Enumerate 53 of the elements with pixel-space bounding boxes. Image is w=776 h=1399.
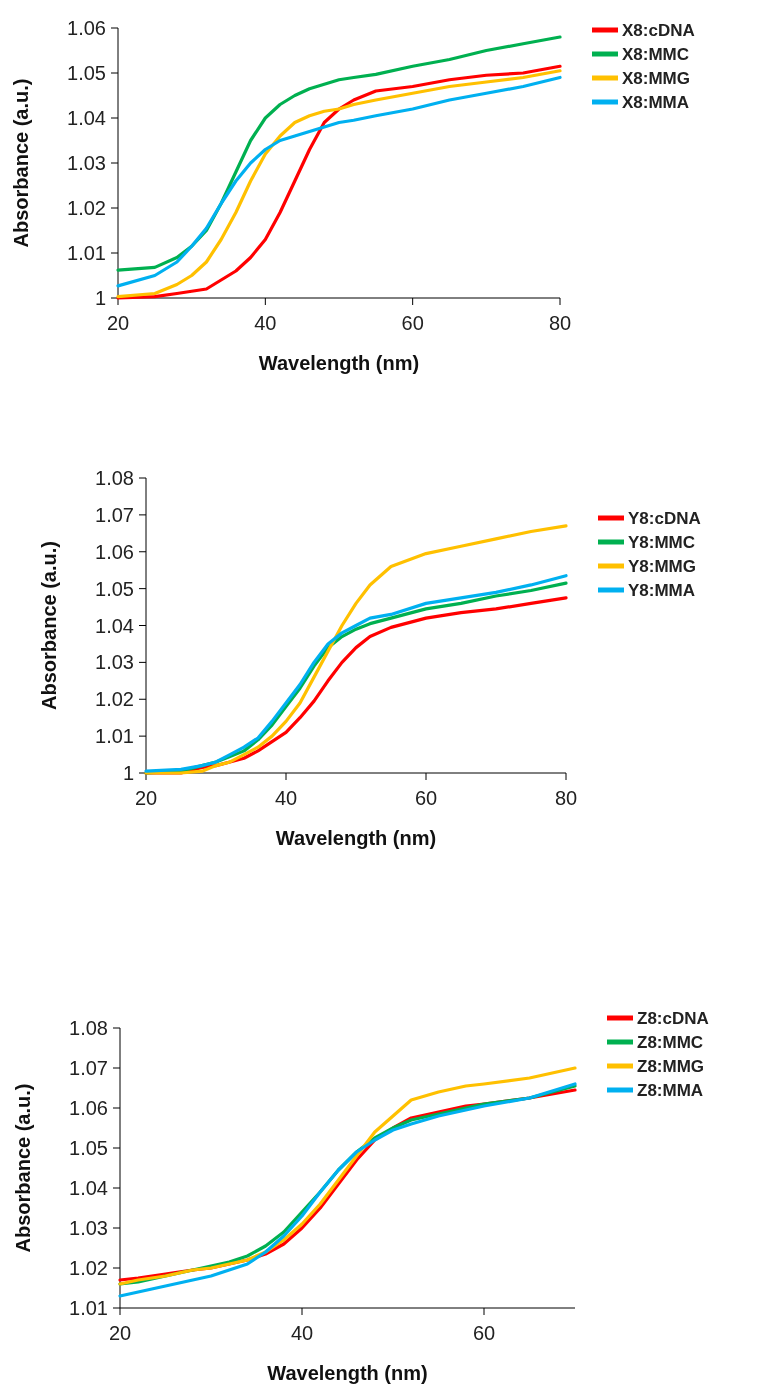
x-tick-label: 60	[414, 787, 438, 809]
y-tick-label: 1.02	[95, 688, 134, 711]
x-tick-label: 80	[554, 787, 578, 809]
x-tick-label: 20	[134, 787, 158, 809]
y-axis-title: Absorbance (a.u.)	[38, 541, 60, 710]
y-tick-label: 1.05	[95, 577, 134, 600]
y-tick-label: 1.08	[95, 467, 134, 489]
legend-label: X8:MMC	[622, 44, 690, 64]
x-tick-label: 20	[106, 312, 130, 334]
legend-label: Z8:MMG	[637, 1056, 705, 1076]
legend-label: Y8:cDNA	[628, 508, 701, 528]
y-tick-label: 1.08	[69, 1017, 108, 1039]
y-tick-label: 1.06	[95, 540, 134, 563]
legend-label: Y8:MMG	[628, 556, 696, 576]
y-tick-label: 1.01	[95, 725, 134, 748]
x-axis-title: Wavelength (nm)	[258, 352, 420, 374]
legend-label: X8:cDNA	[622, 20, 695, 40]
y-tick-label: 1	[122, 762, 134, 784]
y-tick-label: 1.07	[95, 503, 134, 526]
y-tick-label: 1.03	[95, 651, 134, 674]
y-tick-label: 1.03	[67, 152, 106, 174]
y-tick-label: 1	[94, 287, 106, 309]
y-tick-label: 1.05	[67, 62, 106, 84]
x-tick-label: 20	[108, 1322, 132, 1344]
x-tick-label: 60	[401, 312, 424, 334]
x-tick-label: 60	[472, 1322, 496, 1344]
y-axis-title: Absorbance (a.u.)	[12, 1083, 34, 1253]
y-tick-label: 1.05	[69, 1137, 108, 1159]
x-axis-title: Wavelength (nm)	[267, 1362, 428, 1384]
legend-label: Y8:MMC	[628, 532, 696, 552]
legend-label: X8:MMA	[622, 92, 690, 112]
x-axis-title: Wavelength (nm)	[275, 827, 437, 849]
legend-label: Z8:MMA	[637, 1080, 704, 1100]
y-tick-label: 1.04	[67, 107, 106, 129]
x-tick-label: 40	[290, 1322, 314, 1344]
legend-label: Z8:MMC	[637, 1032, 704, 1052]
y-axis-title: Absorbance (a.u.)	[10, 78, 32, 248]
x-tick-label: 40	[274, 787, 298, 809]
legend-label: Z8:cDNA	[637, 1008, 709, 1028]
y-tick-label: 1.07	[69, 1057, 108, 1079]
x-tick-label: 80	[548, 312, 572, 334]
y-tick-label: 1.03	[69, 1217, 108, 1239]
legend-label: X8:MMG	[622, 68, 690, 88]
y-tick-label: 1.02	[67, 197, 106, 219]
y-tick-label: 1.01	[69, 1297, 108, 1319]
y-tick-label: 1.06	[67, 17, 106, 39]
legend-label: Y8:MMA	[628, 580, 696, 600]
y-tick-label: 1.01	[67, 242, 106, 264]
y-tick-label: 1.04	[69, 1177, 108, 1199]
y-tick-label: 1.02	[69, 1257, 108, 1279]
x-tick-label: 40	[254, 312, 277, 334]
y-tick-label: 1.04	[95, 614, 134, 637]
y-tick-label: 1.06	[69, 1097, 108, 1119]
